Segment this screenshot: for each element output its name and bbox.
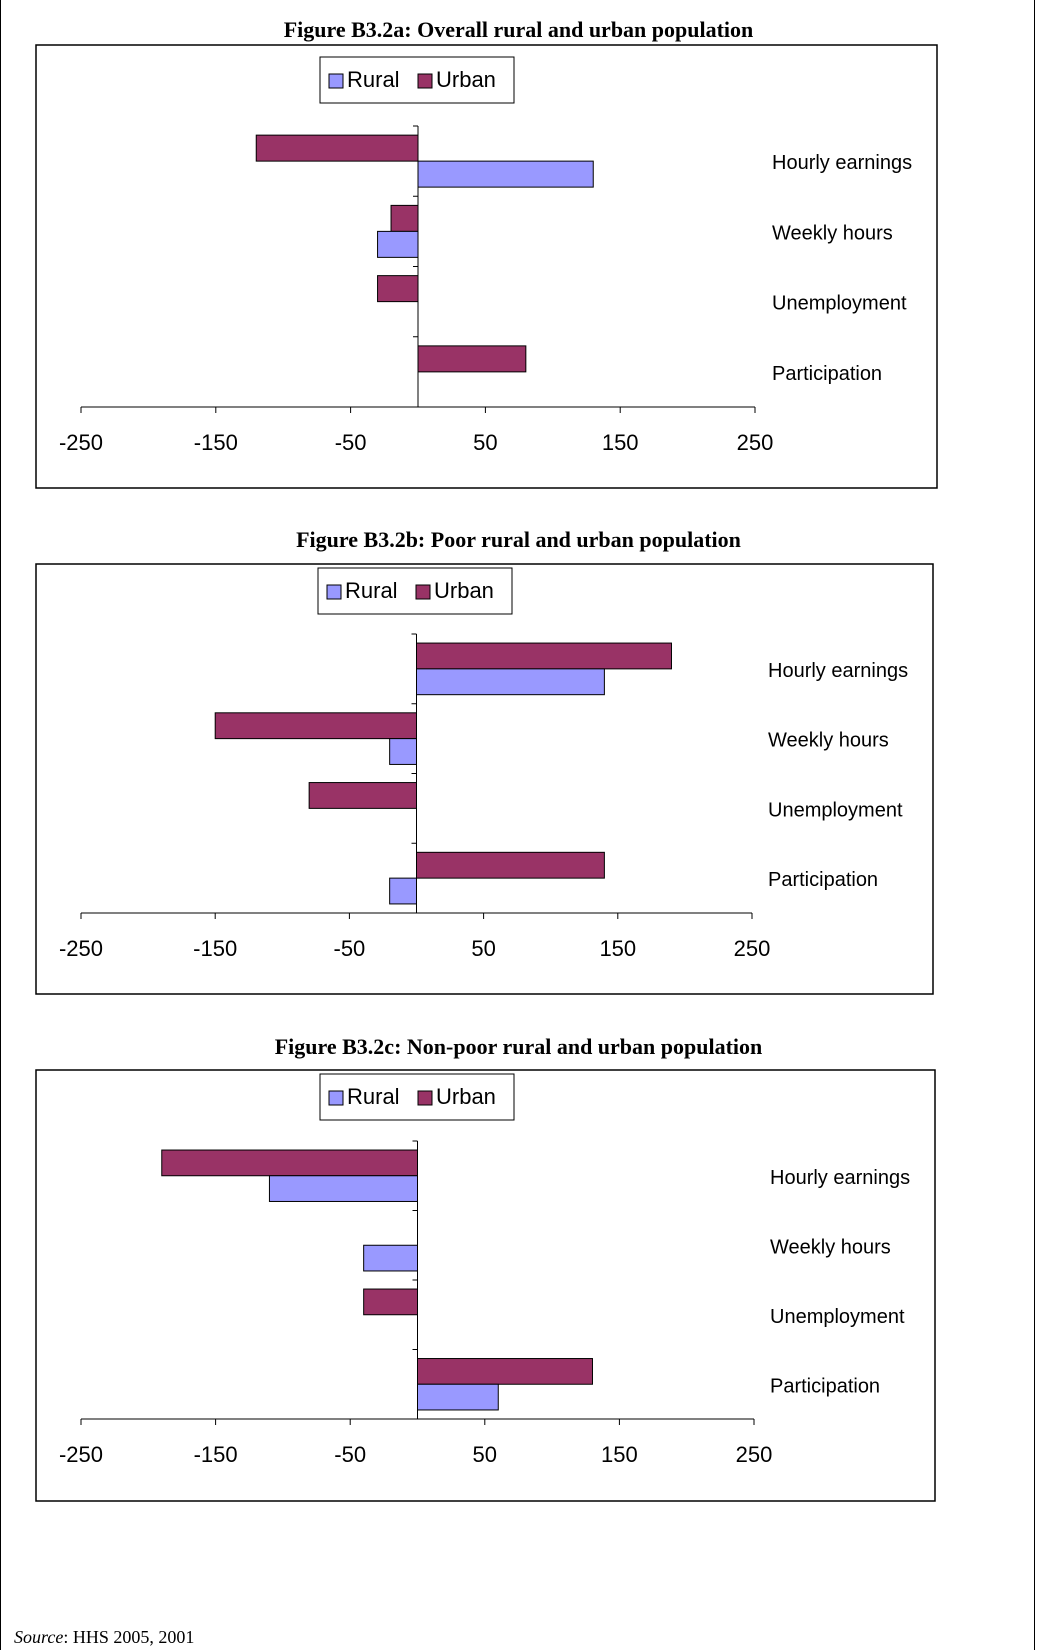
bar-rural	[268, 1175, 418, 1202]
bar-rural	[389, 738, 418, 765]
category-label: Unemployment	[772, 293, 907, 315]
bar-urban	[308, 782, 418, 809]
chart-3: -250 -150 -50 50 150 250 Hourly earnings Weekly…	[35, 1069, 936, 1502]
legend: Rural Urban	[319, 1073, 515, 1121]
x-tick-label: -50	[335, 430, 367, 455]
category-label: Hourly earnings	[768, 660, 908, 682]
chart-frame	[35, 44, 938, 489]
legend-label-rural: Rural	[345, 578, 398, 603]
legend-label-rural: Rural	[347, 1084, 400, 1109]
x-tick-label: 50	[471, 936, 495, 961]
bar-rural	[389, 877, 418, 905]
legend-label-urban: Urban	[434, 578, 494, 603]
legend-swatch-urban	[415, 584, 431, 600]
chart-title: Figure B3.2b: Poor rural and urban popul…	[296, 527, 741, 552]
x-tick-label: 250	[736, 1442, 773, 1467]
source-text: : HHS 2005, 2001	[63, 1627, 195, 1647]
category-label: Hourly earnings	[772, 152, 912, 174]
x-tick-label: -250	[59, 1442, 103, 1467]
legend-swatch-rural	[328, 73, 344, 89]
category-label: Unemployment	[770, 1306, 905, 1328]
chart-title: Figure B3.2c: Non-poor rural and urban p…	[274, 1034, 763, 1059]
source-note: Source: HHS 2005, 2001	[14, 1627, 194, 1648]
bar-rural	[417, 160, 594, 188]
x-tick-label: 50	[473, 430, 497, 455]
bar-urban	[214, 712, 417, 740]
x-tick-label: 250	[734, 936, 771, 961]
legend-label-rural: Rural	[347, 67, 400, 92]
category-label: Participation	[768, 869, 878, 891]
bar-rural	[417, 1383, 499, 1411]
bar-urban	[417, 1358, 593, 1385]
x-tick-label: 150	[599, 936, 636, 961]
chart-frame	[35, 563, 934, 995]
legend-box	[319, 56, 515, 104]
x-tick-label: 150	[602, 430, 639, 455]
category-label: Participation	[770, 1375, 880, 1397]
legend-swatch-urban	[417, 1090, 433, 1106]
chart-2: -250 -150 -50 50 150 250 Hourly earnings Weekly…	[35, 563, 934, 995]
bar-urban	[363, 1288, 419, 1316]
bar-urban	[161, 1149, 418, 1177]
x-tick-label: 250	[737, 430, 774, 455]
source-label: Source	[14, 1627, 64, 1647]
chart-1: -250 -150 -50 50 150 250 Hourly earnings Weekly…	[35, 44, 938, 489]
category-label: Weekly hours	[770, 1236, 891, 1258]
x-tick-label: -150	[194, 430, 238, 455]
legend-label-urban: Urban	[436, 67, 496, 92]
legend-swatch-urban	[417, 73, 433, 89]
bar-urban	[390, 204, 419, 232]
category-label: Weekly hours	[772, 222, 893, 244]
category-label: Weekly hours	[768, 730, 889, 752]
x-tick-label: -250	[59, 936, 103, 961]
legend-swatch-rural	[328, 1090, 344, 1106]
x-tick-label: 150	[601, 1442, 638, 1467]
bar-urban	[417, 345, 527, 373]
bar-urban	[416, 642, 672, 670]
x-tick-label: -250	[59, 430, 103, 455]
legend-label-urban: Urban	[436, 1084, 496, 1109]
category-label: Participation	[772, 363, 882, 385]
bar-rural	[377, 230, 419, 258]
bar-urban	[255, 134, 419, 162]
x-tick-label: -50	[334, 1442, 366, 1467]
category-label: Hourly earnings	[770, 1167, 910, 1189]
bar-urban	[416, 851, 605, 879]
legend: Rural Urban	[317, 567, 513, 615]
bar-rural	[416, 668, 605, 696]
x-tick-label: -150	[193, 936, 237, 961]
chart-title: Figure B3.2a: Overall rural and urban po…	[283, 17, 754, 42]
legend-swatch-rural	[326, 584, 342, 600]
category-label: Unemployment	[768, 799, 903, 821]
chart-frame	[35, 1069, 936, 1502]
x-tick-label: -150	[194, 1442, 238, 1467]
x-tick-label: -50	[334, 936, 366, 961]
bar-urban	[377, 275, 419, 303]
legend: Rural Urban	[319, 56, 515, 104]
bar-rural	[363, 1244, 419, 1272]
legend-box	[319, 1073, 515, 1121]
legend-box	[317, 567, 513, 615]
x-tick-label: 50	[473, 1442, 497, 1467]
